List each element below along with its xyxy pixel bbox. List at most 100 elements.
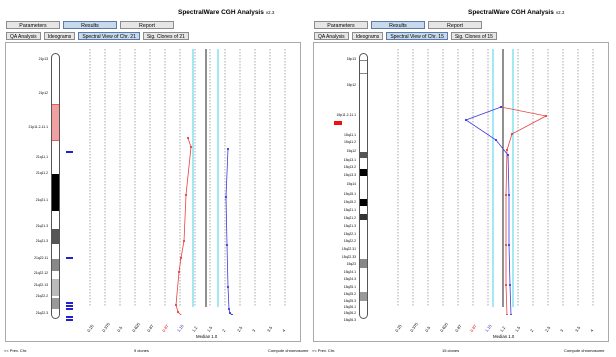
band-label: 21p13 [38,57,48,61]
clone-marker [66,305,73,307]
band-label: 15q12 [346,149,356,153]
x-tick-label: 4 [281,328,287,333]
blue-ratio-point [506,153,510,157]
band-label: 21p12 [38,91,48,95]
clone-marker [66,308,73,310]
red-ratio-point [505,148,509,152]
band-label: 21q22.11 [34,256,48,260]
x-tick-label: 1.5 [514,325,522,333]
blue-ratio-point [224,195,228,199]
aberration-flag [334,121,342,125]
clone-count: 9 clones [134,348,149,353]
clone-marker [66,302,73,304]
tab-report[interactable]: Report [120,21,174,29]
spectral-view-area: 15p13 15p12 15p11.2-11.1 15q11.1 15q11.2 15q1… [313,42,609,342]
band-label: 15q26.3 [343,318,356,322]
band-label: 15q21.1 [343,208,356,212]
x-tick-label: 0.87 [146,323,155,333]
chromosome-band [52,174,59,211]
blue-ratio-point [494,138,498,142]
tab-parameters[interactable]: Parameters [6,21,60,29]
app-title: SpectralWare CGH Analysis v2.3 [468,9,565,16]
band-label: 15q22.33 [341,255,356,259]
main-tabs: Parameters Results Report [6,21,174,29]
band-label: 15q11.2 [343,140,356,144]
footer: << Prev. Chr. 15 clones Compute chromoso… [312,346,612,356]
prev-chr-button[interactable]: << Prev. Chr. [4,348,28,353]
x-tick-label: 1.15 [176,323,185,333]
red-ratio-point [504,193,508,197]
clone-marker [66,151,73,153]
blue-ratio-point [464,118,468,122]
x-tick-label: 1.5 [206,325,214,333]
prev-chr-button[interactable]: << Prev. Chr. [312,348,336,353]
clone-marker [66,319,73,321]
band-label: 15p12 [346,83,356,87]
chromosome-band [360,60,367,74]
blue-ratio-point [499,105,503,109]
band-label: 21q22.13 [33,283,48,287]
band-label: 15q24.1 [343,270,356,274]
median-label: Median 1.0 [196,334,218,339]
x-tick-label: 0.5 [424,325,432,333]
band-label: 21q22.2 [35,294,48,298]
median-label: Median 1.0 [493,334,515,339]
tab-qa-analysis[interactable]: QA Analysis [6,32,41,40]
red-ratio-point [189,145,193,149]
band-label: 15q22.31 [341,247,356,251]
band-label: 15q15.1 [343,192,356,196]
tab-qa-analysis[interactable]: QA Analysis [314,32,349,40]
blue-ratio-point [228,311,232,315]
blue-ratio-line [465,106,512,315]
band-label: 21q21.1 [35,198,48,202]
clone-marker [66,316,73,318]
red-ratio-line [500,106,548,315]
tab-spectral-view[interactable]: Spectral View of Chr. 21 [78,32,140,40]
band-label: 15q13.3 [343,173,356,177]
tab-ideograms[interactable]: Ideograms [43,32,76,40]
x-tick-label: 0.87 [161,323,170,333]
ratio-plot-svg [89,49,286,315]
red-ratio-point [174,303,178,307]
cgh-panel-chr15: SpectralWare CGH Analysis v2.3 Parameters… [312,0,612,357]
band-label: 21q11.2 [35,171,48,175]
band-label: 15q25.1 [343,285,356,289]
red-ratio-point [504,283,508,287]
tab-spectral-view[interactable]: Spectral View of Chr. 15 [386,32,448,40]
chromosome-band [360,152,367,158]
x-tick-label: 3 [251,328,257,333]
band-label: 15q25.2 [343,292,356,296]
tab-sig-clones[interactable]: Sig. Clones of 15 [450,32,497,40]
band-label: 15q26.1 [343,305,356,309]
red-ratio-point [176,310,180,314]
x-tick-label: 0.87 [469,323,478,333]
compute-chromosome-button[interactable]: Compute chromosome [564,348,605,353]
chromosome-band [360,292,367,301]
compute-chromosome-button[interactable]: Compute chromosome [268,348,309,353]
tab-results[interactable]: Results [63,21,117,29]
tab-report[interactable]: Report [428,21,482,29]
band-label: 21q21.3 [35,224,48,228]
x-tick-label: 0.625 [439,321,449,333]
x-tick-label: 0.87 [454,323,463,333]
band-label: 21q22.3 [35,311,48,315]
band-label: 21q22.12 [33,271,48,275]
band-label: 15q25.3 [343,299,356,303]
x-tick-label: 3.5 [574,325,582,333]
tab-parameters[interactable]: Parameters [314,21,368,29]
x-tick-label: 4 [589,328,595,333]
red-ratio-point [177,270,181,274]
x-tick-label: 0.25 [86,323,95,333]
blue-ratio-line [225,148,233,315]
red-ratio-point [186,136,190,140]
tab-results[interactable]: Results [371,21,425,29]
chromosome-band [360,169,367,176]
blue-ratio-point [507,243,511,247]
red-ratio-point [544,114,548,118]
main-tabs: Parameters Results Report [314,21,482,29]
tab-ideograms[interactable]: Ideograms [351,32,384,40]
x-tick-label: 0.25 [394,323,403,333]
band-label: 21q11.1 [35,155,48,159]
tab-sig-clones[interactable]: Sig. Clones of 21 [142,32,189,40]
band-label: 15q13.2 [343,165,356,169]
